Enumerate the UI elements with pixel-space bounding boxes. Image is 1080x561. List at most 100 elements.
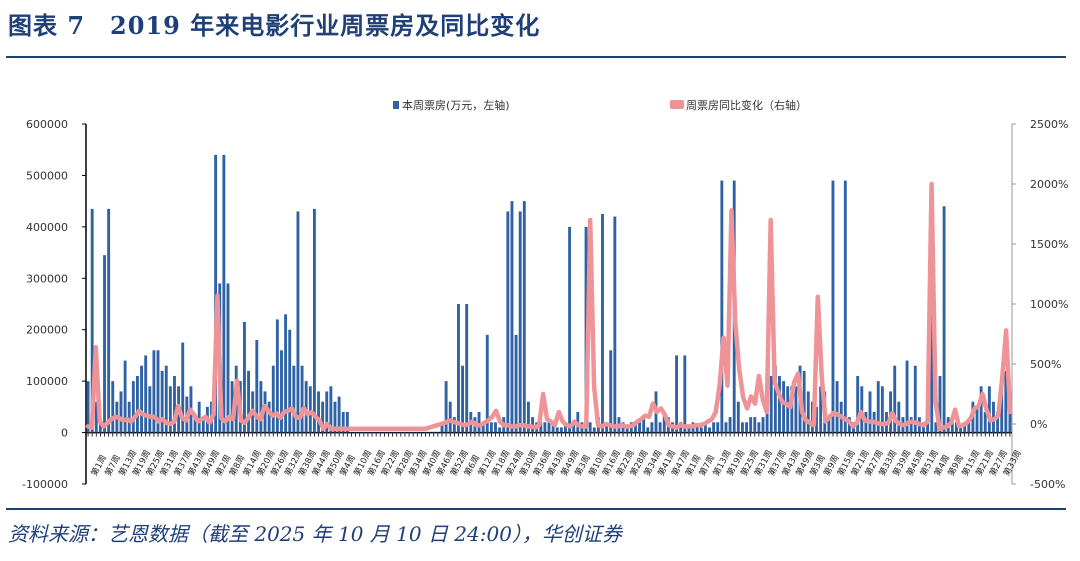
- bar: [275, 319, 279, 433]
- bar: [152, 350, 156, 433]
- right-tick-label: 1500%: [1030, 238, 1068, 251]
- bar: [432, 432, 436, 434]
- bar: [708, 427, 711, 433]
- bar: [123, 360, 127, 433]
- bar: [271, 365, 275, 433]
- left-tick-label: -100000: [22, 478, 68, 491]
- bar: [378, 432, 382, 434]
- bar: [90, 208, 94, 433]
- line-series: [85, 181, 1013, 432]
- left-tick-label: 600000: [26, 118, 68, 131]
- bar: [292, 365, 296, 433]
- right-tick-label: 1000%: [1030, 298, 1068, 311]
- bar: [243, 322, 246, 433]
- bar: [160, 370, 164, 433]
- bar: [457, 304, 460, 433]
- legend-bar-swatch: [393, 101, 399, 109]
- bar: [773, 365, 777, 433]
- page-title: 图表 7 2019 年来电影行业周票房及同比变化: [8, 11, 541, 40]
- bar: [481, 422, 485, 433]
- bar: [506, 211, 510, 433]
- bar: [399, 432, 403, 434]
- bar: [913, 365, 917, 433]
- bar: [350, 432, 353, 434]
- bar: [963, 422, 967, 433]
- bar: [395, 432, 399, 434]
- bar: [983, 412, 987, 433]
- bar: [675, 355, 679, 433]
- bar: [136, 376, 139, 433]
- bar: [415, 432, 419, 434]
- bar: [740, 422, 744, 433]
- bar: [514, 334, 518, 433]
- bar: [144, 355, 148, 433]
- bar: [317, 391, 320, 433]
- bar: [712, 422, 716, 433]
- bar: [304, 381, 308, 433]
- bar: [938, 376, 942, 433]
- bar: [588, 422, 592, 433]
- bar: [444, 381, 448, 433]
- bar: [782, 381, 786, 433]
- chart-legend: 本周票房(万元，左轴) 周票房同比变化（右轴）: [393, 98, 807, 112]
- bar: [374, 432, 378, 434]
- bar: [749, 417, 753, 433]
- chart-axes: 600000 500000 400000 300000 200000 100000 0 -10…: [22, 118, 1068, 491]
- bar: [650, 422, 654, 433]
- bar: [156, 350, 160, 433]
- left-tick-label: 400000: [26, 221, 68, 234]
- bar: [436, 432, 440, 434]
- right-tick-label: -500%: [1030, 478, 1065, 491]
- bar: [601, 214, 604, 433]
- bar: [259, 381, 263, 433]
- right-tick-label: 2500%: [1030, 118, 1068, 131]
- bar: [403, 432, 407, 434]
- bar: [876, 381, 880, 433]
- bar: [337, 396, 341, 433]
- bar: [757, 422, 761, 433]
- bar: [658, 422, 662, 433]
- bar: [860, 386, 864, 433]
- bar: [559, 427, 563, 433]
- bar: [745, 422, 748, 433]
- bar: [790, 386, 794, 433]
- bar: [564, 422, 567, 433]
- bar: [489, 422, 493, 433]
- bar: [168, 386, 172, 433]
- bar: [987, 386, 991, 433]
- bar: [831, 180, 835, 433]
- bar: [897, 401, 901, 433]
- bar: [214, 154, 218, 433]
- bar: [424, 432, 427, 434]
- bar: [835, 381, 839, 433]
- bar: [201, 417, 205, 433]
- bar: [366, 432, 370, 434]
- bar: [934, 422, 938, 433]
- bar: [625, 427, 629, 433]
- left-tick-label: 500000: [26, 169, 68, 182]
- bar: [868, 391, 872, 433]
- bar: [411, 432, 415, 434]
- bar: [267, 401, 271, 433]
- bar: [761, 417, 765, 433]
- bar: [329, 386, 333, 433]
- bar: [131, 381, 135, 433]
- bar: [967, 422, 971, 433]
- bar: [646, 427, 650, 433]
- bar: [1008, 401, 1012, 433]
- bar: [716, 422, 720, 433]
- bar: [193, 417, 197, 433]
- bar: [341, 412, 345, 433]
- bar: [786, 386, 790, 433]
- bar: [140, 365, 143, 433]
- bar: [642, 417, 646, 433]
- legend-line-label: 周票房同比变化（右轴）: [686, 98, 807, 112]
- bar: [226, 283, 230, 433]
- bar: [440, 422, 444, 433]
- bar: [856, 376, 860, 433]
- bar: [547, 422, 551, 433]
- bar: [819, 386, 823, 433]
- bar: [543, 422, 547, 433]
- left-tick-label: 300000: [26, 272, 68, 285]
- bar: [592, 427, 596, 433]
